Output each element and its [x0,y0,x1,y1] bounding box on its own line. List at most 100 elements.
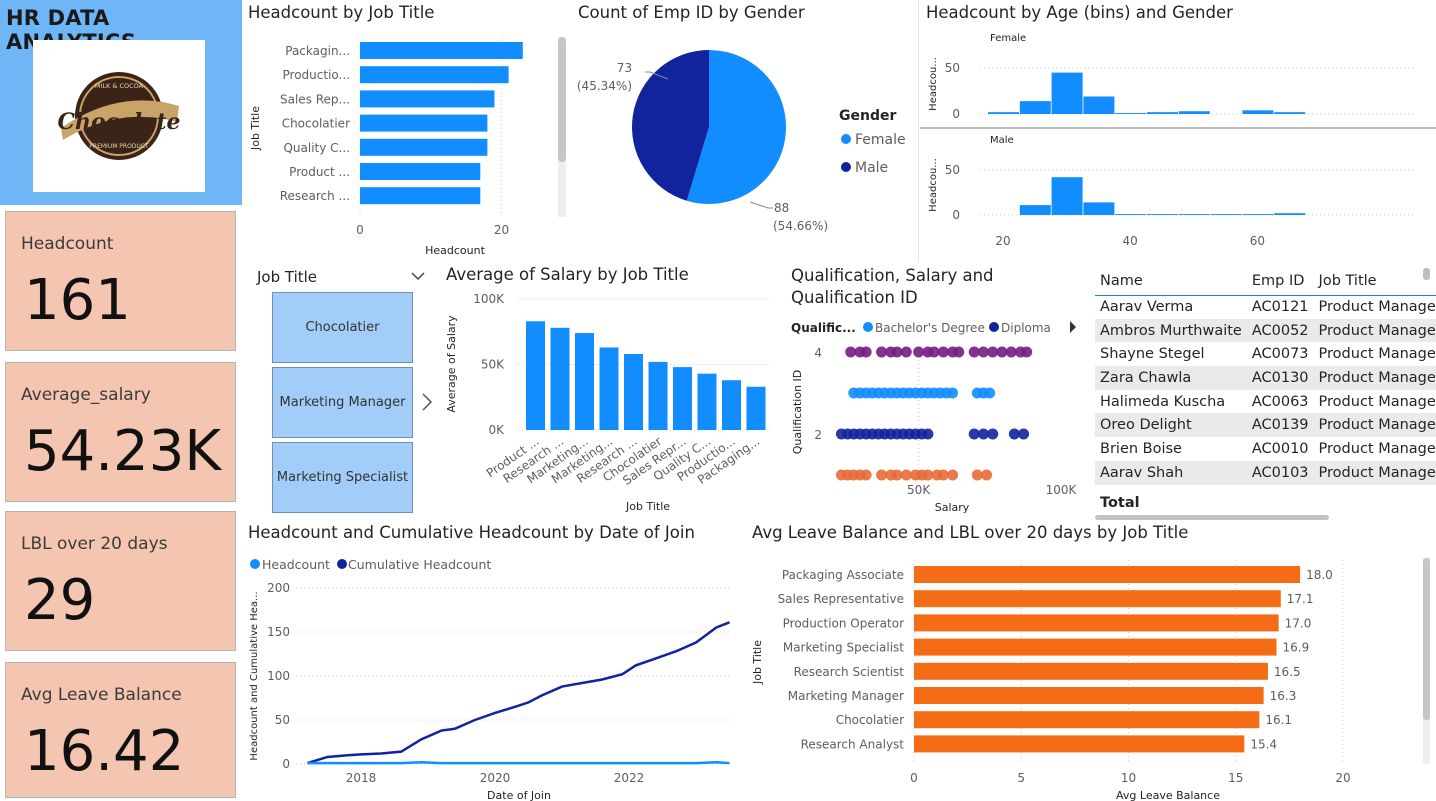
bar [360,163,481,180]
table-cell: Product Manager [1313,413,1436,438]
x-tick-label: 0 [910,771,918,785]
scatter-point [987,428,999,440]
scatter-point [984,387,996,399]
table-row[interactable]: Aarav Verma AC0121 Product Manager [1095,295,1436,319]
chart-title: Headcount by Job Title [248,3,435,22]
legend-entry: Female [855,132,906,148]
table-row[interactable]: Zara Chawla AC0130 Product Manager [1095,366,1436,390]
y-tick-label: 4 [814,346,822,360]
column-header[interactable]: Job Title [1313,268,1436,296]
category-label: Chocolatier [282,117,350,131]
data-label: 15.4 [1250,737,1277,751]
bar [1242,214,1274,215]
bar [360,138,488,156]
table-row[interactable]: Halimeda Kuscha AC0063 Product Manager [1095,390,1436,414]
y-axis-title: Qualification ID [791,370,804,454]
legend-marker [863,322,873,332]
slicer-item[interactable]: Marketing Manager [272,367,413,438]
kpi-label: Avg Leave Balance [21,685,182,705]
data-label: 18.0 [1306,568,1333,582]
legend-entry: Cumulative Headcount [348,557,491,572]
bar [360,42,523,59]
table-vscrollbar[interactable] [1423,268,1430,280]
table-cell: Zara Chawla [1095,366,1247,390]
slicer-item[interactable]: Chocolatier [272,292,413,363]
bar [599,347,619,430]
bar [648,361,668,430]
table-row[interactable]: Oreo Delight AC0139 Product Manager [1095,413,1436,438]
scatter-point [953,346,965,358]
bar [1115,214,1147,215]
series-line [307,621,730,765]
logo-frame: MILK & COCOA Chocolate PREMIUM PRODUCT [33,40,205,192]
kpi-value: 29 [24,568,96,633]
scatter-point [928,346,940,358]
chevron-down-icon[interactable] [410,270,426,282]
bar [988,112,1019,114]
bar [746,386,766,430]
data-label: (54.66%) [773,219,828,233]
logo-line2: PREMIUM PRODUCT [89,143,149,150]
table-cell: AC0052 [1246,318,1314,343]
bar [526,321,545,430]
scatter-point [891,346,903,358]
y-axis-title: Headcount and Cumulative Hea... [249,591,260,760]
qualification-scatter-chart: Qualific... Bachelor's Degree Diploma 50K 10… [791,321,1078,514]
table-cell: Product Manager [1313,460,1436,485]
kpi-value: 54.23K [24,419,222,484]
table-row[interactable]: Aarav Shah AC0103 Product Manager [1095,460,1436,485]
kpi-label: Average_salary [21,385,151,405]
legend-title: Qualific... [791,321,856,335]
bar [1178,111,1210,114]
chevron-right-icon[interactable] [420,392,434,412]
legend-marker [337,559,347,569]
y-tick-label: 150 [267,625,290,639]
table-row[interactable]: Ambros Murthwaite AC0052 Product Manager [1095,318,1436,343]
pie-slice [632,50,709,201]
scatter-point [971,469,983,481]
scatter-point [981,469,993,481]
scatter-point [922,469,934,481]
scatter-point [860,346,872,358]
scatter-point [845,346,857,358]
y-axis-title: Headcou... [928,57,939,111]
data-label: 16.1 [1265,713,1292,727]
scrollbar-thumb[interactable] [1423,558,1430,720]
column-header[interactable]: Name [1095,268,1247,296]
bar [1083,202,1115,215]
table-row[interactable]: Shayne Stegel AC0073 Product Manager [1095,342,1436,366]
slicer-item[interactable]: Marketing Specialist [272,442,413,513]
x-tick-label: 2018 [346,771,377,785]
table-hscrollbar[interactable] [1095,515,1329,520]
bar [1242,110,1274,114]
gender-pie-chart: 88 (54.66%) 73 (45.34%) Gender Female Male [577,50,906,233]
scatter-point [937,346,949,358]
scatter-point [947,469,959,481]
category-label: Productio... [283,68,350,82]
scatter-point [977,346,989,358]
column-header[interactable]: Emp ID [1246,268,1314,296]
table-total: Total [1100,495,1140,511]
legend-marker [989,322,999,332]
chart-title: Headcount by Age (bins) and Gender [926,3,1233,22]
table-cell: AC0139 [1246,413,1314,438]
bar [914,711,1260,729]
data-label: (45.34%) [577,79,632,93]
bar [624,354,643,430]
x-tick-label: 0 [356,223,364,237]
y-tick-label: 100 [267,669,290,683]
y-tick-label: 0K [488,423,505,437]
scrollbar-thumb[interactable] [558,37,566,162]
title-panel: HR DATA ANALYTICS MILK & COCOA Chocolate… [0,0,242,205]
bar [673,367,692,430]
table-cell: Oreo Delight [1095,413,1247,438]
chart-title-line2: Qualification ID [791,288,918,307]
table-cell: Aarav Shah [1095,460,1247,485]
data-label: 88 [774,201,789,215]
data-label: 17.0 [1285,616,1312,630]
scatter-point [900,469,912,481]
category-label: Marketing Manager [788,689,904,703]
table-row[interactable]: Brien Boise AC0010 Product Manager [1095,437,1436,461]
y-axis-title: Average of Salary [445,315,458,413]
headcount-by-job-chart: 0 20 Packagin... Productio... Sales Rep... Ch… [249,36,523,257]
